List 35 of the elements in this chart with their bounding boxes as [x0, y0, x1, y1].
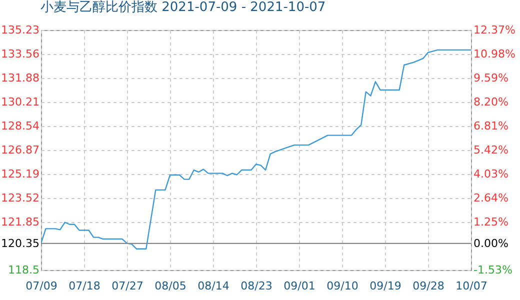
x-tick-label: 07/27: [112, 280, 144, 292]
x-tick-label: 08/05: [154, 280, 186, 292]
x-tick-label: 09/28: [412, 280, 444, 292]
y2-tick-label: 5.42%: [474, 144, 508, 156]
y2-tick-label: 1.25%: [474, 216, 508, 228]
y2-tick-label: 2.64%: [474, 192, 508, 204]
x-tick-label: 07/18: [68, 280, 100, 292]
y-tick-label: 131.88: [1, 72, 40, 85]
y-tick-label: 130.21: [1, 96, 40, 109]
y-tick-label: 121.85: [1, 215, 40, 228]
x-tick-label: 09/19: [370, 280, 402, 292]
y-tick-label: 133.56: [1, 47, 40, 60]
y-tick-label: 123.52: [1, 191, 40, 204]
x-tick-label: 09/10: [326, 280, 358, 292]
line-series: [41, 49, 471, 250]
y2-tick-label: 4.03%: [474, 168, 508, 180]
x-tick-label: 08/14: [198, 280, 230, 292]
chart-title: 小麦与乙醇比价指数 2021-07-09 - 2021-10-07: [40, 0, 326, 15]
y-tick-label: 118.5: [8, 264, 40, 276]
y2-tick-label: 12.37%: [474, 24, 516, 36]
y2-tick-label: 10.98%: [474, 48, 516, 60]
y2-tick-label: -1.53%: [474, 264, 512, 276]
x-tick-label: 10/07: [456, 280, 488, 292]
x-tick-label: 08/23: [240, 280, 272, 292]
y-tick-label: 128.54: [1, 119, 40, 132]
x-tick-label: 07/09: [26, 280, 58, 292]
y-tick-label: 135.23: [1, 24, 40, 36]
y2-tick-label: 6.81%: [474, 120, 508, 132]
y-tick-label: 125.19: [1, 168, 40, 181]
y2-tick-label: 0.00%: [474, 237, 508, 250]
y-tick-label: 120.35: [1, 236, 40, 250]
x-tick-label: 09/01: [284, 280, 316, 292]
y2-tick-label: 9.59%: [474, 72, 508, 84]
y2-tick-label: 8.20%: [474, 96, 508, 108]
y-tick-label: 126.87: [1, 143, 40, 156]
